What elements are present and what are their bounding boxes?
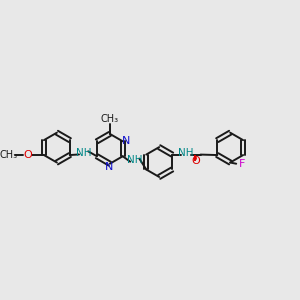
Text: N: N — [105, 162, 113, 172]
Text: N: N — [122, 136, 130, 146]
Text: O: O — [192, 156, 200, 166]
Text: O: O — [23, 150, 32, 160]
Text: F: F — [238, 159, 245, 169]
Text: CH₃: CH₃ — [101, 114, 119, 124]
Text: NH: NH — [178, 148, 194, 158]
Text: CH₃: CH₃ — [0, 150, 18, 160]
Text: NH: NH — [127, 155, 142, 165]
Text: NH: NH — [76, 148, 91, 158]
